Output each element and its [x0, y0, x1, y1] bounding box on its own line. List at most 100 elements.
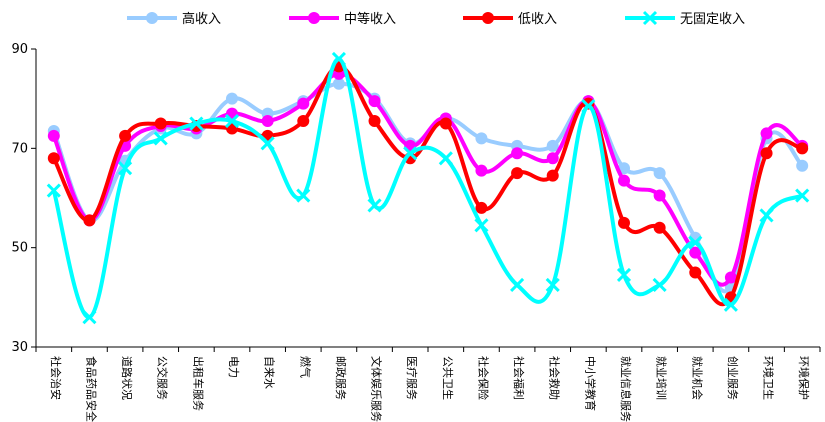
- data-point: [511, 147, 524, 160]
- data-point: [475, 201, 488, 214]
- data-point: [546, 139, 559, 152]
- data-point: [296, 188, 311, 203]
- data-point: [723, 297, 738, 312]
- data-point: [618, 174, 630, 187]
- legend-item: 无固定收入: [625, 10, 745, 27]
- legend-label: 高收入: [182, 11, 221, 27]
- series-0: [47, 77, 809, 294]
- data-point: [616, 267, 632, 283]
- x-tick-label: 就业机会: [690, 356, 704, 400]
- x-tick-label: 社会保险: [476, 356, 490, 400]
- x-tick-label: 就业信息服务: [619, 356, 633, 422]
- series-line: [51, 56, 805, 320]
- data-point: [154, 117, 167, 130]
- series-1: [47, 67, 809, 287]
- data-point: [796, 142, 809, 155]
- legend-item: 高收入: [127, 11, 221, 27]
- data-point: [796, 159, 809, 172]
- data-point: [224, 113, 240, 129]
- data-point: [368, 115, 381, 128]
- data-point: [760, 127, 773, 140]
- data-point: [546, 152, 559, 165]
- x-tick-label: 道路状况: [120, 356, 134, 400]
- data-point: [759, 208, 774, 223]
- data-point: [153, 131, 168, 146]
- data-point: [189, 116, 204, 131]
- data-point: [652, 277, 667, 292]
- x-tick-label: 出租车服务: [191, 356, 205, 411]
- data-point: [297, 115, 310, 128]
- data-point: [47, 152, 60, 165]
- data-point: [297, 97, 310, 110]
- data-point: [618, 216, 630, 229]
- data-point: [261, 115, 274, 128]
- x-tick-label: 公交服务: [156, 356, 170, 400]
- data-point: [368, 95, 381, 108]
- data-point: [439, 117, 452, 130]
- data-point: [119, 129, 132, 142]
- x-tick-label: 中小学教育: [583, 356, 597, 411]
- x-tick-label: 医疗服务: [405, 356, 419, 400]
- series-3: [46, 51, 810, 325]
- legend-swatch-marker: [482, 12, 494, 24]
- series-line: [51, 64, 805, 307]
- x-tick-label: 文体娱乐服务: [370, 356, 384, 422]
- data-point: [46, 183, 61, 198]
- x-tick-label: 环境保护: [797, 356, 811, 400]
- data-point: [82, 310, 97, 325]
- data-point: [83, 214, 96, 227]
- legend-label: 中等收入: [344, 11, 396, 27]
- y-tick-label: 70: [11, 141, 28, 156]
- legend-swatch-marker: [146, 12, 158, 24]
- data-point: [260, 136, 275, 151]
- data-point: [403, 146, 418, 161]
- data-point: [724, 271, 737, 284]
- axes: 30 50 70 90 社会治安 食品药品安全 道路状况 公交服务 出租车服务 电力 自来水 燃气 邮政…: [11, 42, 821, 422]
- x-tick-label: 环境卫生: [762, 356, 776, 400]
- legend: 高收入 中等收入 低收入 无固定收入: [127, 10, 745, 27]
- data-point: [689, 266, 702, 279]
- data-point: [653, 189, 666, 202]
- legend-item: 低收入: [463, 12, 557, 27]
- series-2: [47, 60, 809, 307]
- data-point: [331, 51, 346, 66]
- data-point: [510, 277, 525, 292]
- data-point: [475, 132, 488, 145]
- x-tick-label: 自来水: [263, 356, 276, 389]
- y-tick-label: 90: [11, 42, 28, 57]
- series-layer: [46, 51, 810, 325]
- y-tick-label: 50: [11, 241, 28, 256]
- data-point: [795, 188, 810, 203]
- data-point: [653, 221, 666, 234]
- x-tick-label: 燃气: [298, 356, 312, 378]
- data-point: [760, 147, 773, 160]
- x-tick-label: 电力: [227, 356, 240, 378]
- data-point: [581, 99, 596, 114]
- data-point: [689, 246, 702, 259]
- x-tick-label: 社会救助: [548, 356, 562, 400]
- x-tick-label: 公共卫生: [441, 356, 455, 400]
- legend-label: 无固定收入: [680, 12, 745, 27]
- x-tick-label: 食品药品安全: [84, 356, 98, 422]
- data-point: [438, 151, 453, 166]
- series-line: [51, 81, 805, 294]
- legend-swatch-marker: [642, 10, 658, 26]
- x-tick-label: 社会治安: [49, 356, 63, 400]
- data-point: [226, 92, 238, 105]
- legend-item: 中等收入: [289, 11, 396, 27]
- data-point: [475, 164, 488, 177]
- x-tick-label: 邮政服务: [334, 356, 348, 400]
- y-tick-label: 30: [11, 340, 28, 355]
- data-point: [688, 235, 703, 250]
- legend-label: 低收入: [518, 12, 557, 27]
- x-tick-label: 创业服务: [726, 356, 739, 400]
- legend-swatch-marker: [308, 12, 320, 24]
- data-point: [474, 218, 489, 233]
- data-point: [653, 167, 666, 180]
- data-point: [367, 198, 382, 213]
- x-tick-label: 社会福利: [512, 356, 526, 400]
- x-tick-label: 就业培训: [655, 356, 669, 400]
- data-point: [47, 129, 60, 142]
